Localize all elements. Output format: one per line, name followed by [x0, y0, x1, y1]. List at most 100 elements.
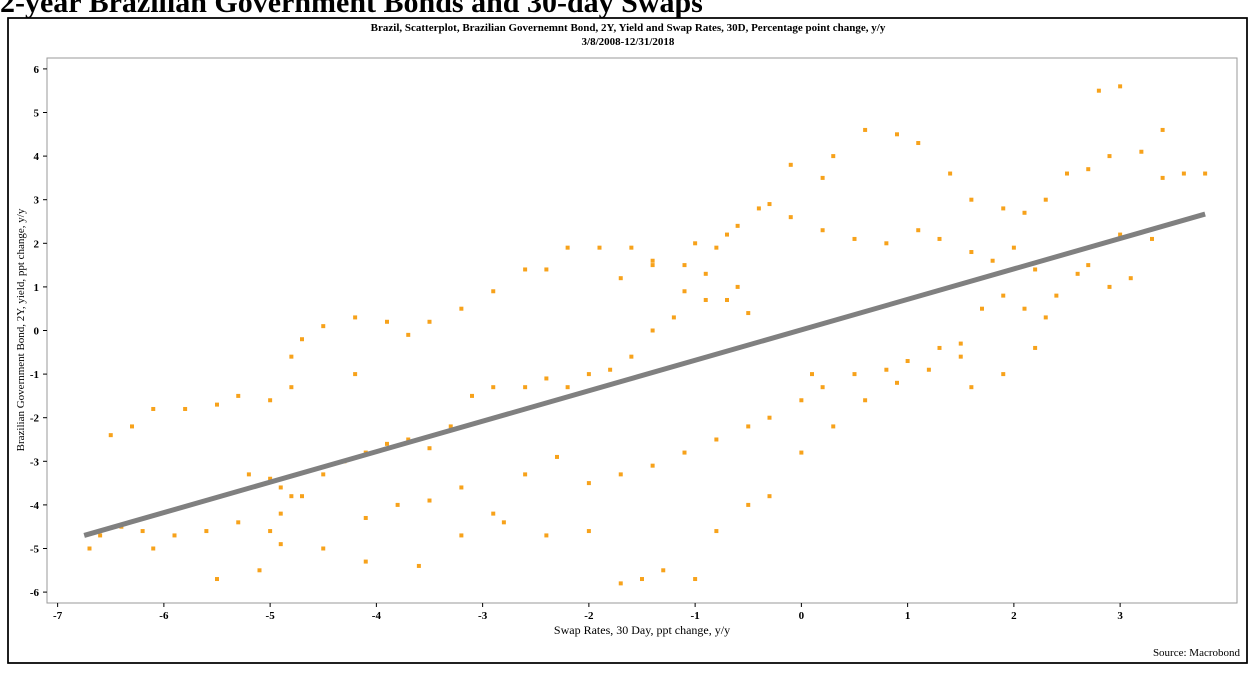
scatter-point	[650, 463, 655, 468]
y-tick-label: 0	[34, 326, 40, 338]
scatter-point	[523, 385, 528, 390]
scatter-point	[767, 415, 772, 420]
scatter-point	[289, 385, 294, 390]
scatter-point	[852, 372, 857, 377]
scatter-point	[767, 494, 772, 499]
scatter-point	[1001, 206, 1006, 211]
scatter-point	[459, 533, 464, 538]
scatter-point	[884, 367, 889, 372]
scatter-point	[108, 433, 113, 438]
y-axis-label: Brazilian Government Bond, 2Y, yield, pp…	[15, 208, 27, 451]
scatter-point	[459, 306, 464, 311]
x-tick-label: -6	[159, 610, 169, 622]
scatter-point	[1086, 263, 1091, 268]
y-tick-label: 2	[34, 238, 40, 250]
scatter-point	[682, 263, 687, 268]
scatter-point	[905, 359, 910, 364]
scatter-point	[1033, 267, 1038, 272]
scatter-point	[725, 297, 729, 302]
chart-frame	[7, 17, 1248, 664]
trend-line	[83, 211, 1206, 538]
scatter-point	[958, 354, 963, 359]
scatter-point	[555, 454, 559, 459]
scatter-point	[1139, 149, 1144, 154]
scatter-point	[969, 197, 974, 202]
scatter-point	[1033, 345, 1038, 350]
x-tick-label: -7	[53, 610, 63, 622]
scatter-point	[746, 424, 751, 429]
scatter-point	[151, 546, 156, 551]
scatter-point	[640, 577, 644, 582]
scatter-point	[1022, 210, 1027, 215]
scatter-point	[321, 546, 326, 551]
scatter-point	[1001, 372, 1006, 377]
x-tick-label: -5	[266, 610, 276, 622]
y-tick-label: 6	[34, 64, 40, 76]
x-tick-label: 3	[1117, 610, 1123, 622]
scatter-point	[246, 472, 251, 477]
scatter-point	[820, 385, 825, 390]
scatter-point	[788, 215, 793, 220]
scatter-point	[586, 481, 591, 486]
scatter-point	[629, 354, 634, 359]
scatter-point	[204, 529, 209, 534]
scatter-point	[289, 494, 294, 499]
scatter-point	[661, 568, 666, 573]
scatter-point	[395, 502, 400, 507]
scatter-point	[969, 250, 974, 255]
scatter-point	[895, 380, 899, 385]
scatter-point	[1107, 284, 1112, 289]
x-axis-label: Swap Rates, 30 Day, ppt change, y/y	[554, 623, 730, 637]
scatter-point	[693, 241, 698, 246]
scatter-point	[278, 511, 283, 516]
scatter-point	[565, 245, 570, 250]
scatter-point	[618, 276, 623, 281]
scatter-point	[969, 385, 974, 390]
scatter-point	[608, 367, 613, 372]
scatter-point	[767, 202, 772, 207]
scatter-point	[523, 267, 528, 272]
scatter-point	[1096, 88, 1101, 93]
scatter-point	[268, 529, 273, 534]
y-tick-label: 3	[34, 195, 40, 207]
scatter-point	[1043, 197, 1048, 202]
scatter-point	[650, 258, 655, 263]
scatter-point	[831, 154, 836, 159]
scatter-point	[215, 402, 219, 407]
scatter-point	[1107, 154, 1112, 159]
scatter-point	[257, 568, 262, 573]
scatter-point	[1054, 293, 1059, 298]
scatter-point	[215, 577, 219, 582]
scatter-point	[948, 171, 953, 176]
scatter-point	[1181, 171, 1186, 176]
chart-title: Brazil, Scatterplot, Brazilian Governemn…	[371, 22, 886, 34]
scatter-point	[618, 581, 623, 586]
scatter-point	[448, 424, 453, 429]
y-tick-label: -1	[30, 369, 39, 381]
scatter-point	[682, 450, 687, 455]
y-tick-label: 4	[34, 151, 40, 163]
scatter-point	[1011, 245, 1016, 250]
scatter-point	[1203, 171, 1208, 176]
scatter-point	[544, 376, 549, 381]
scatter-point	[491, 385, 496, 390]
y-tick-label: -2	[30, 413, 40, 425]
scatter-point	[416, 563, 421, 568]
scatter-point	[140, 529, 145, 534]
scatter-point	[799, 398, 804, 403]
scatter-point	[236, 520, 241, 525]
scatter-point	[831, 424, 836, 429]
scatter-point	[427, 498, 432, 503]
y-tick-label: 5	[34, 108, 40, 120]
scatter-point	[151, 406, 156, 411]
scatter-point	[671, 315, 676, 320]
scatter-point	[268, 476, 273, 481]
y-tick-label: -3	[30, 456, 40, 468]
scatter-point	[788, 162, 793, 167]
scatter-point	[87, 546, 92, 551]
scatter-point	[820, 228, 825, 233]
scatter-point	[385, 441, 389, 446]
scatter-point	[746, 502, 751, 507]
